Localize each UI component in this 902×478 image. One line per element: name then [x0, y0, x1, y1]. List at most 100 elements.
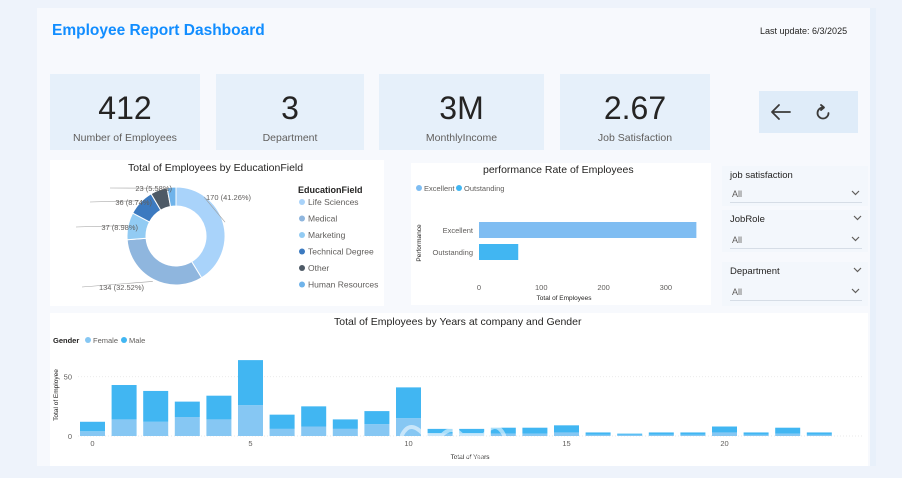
- bar-segment: [80, 431, 105, 436]
- data-label: 23 (5.58%): [135, 184, 172, 193]
- navigation-panel: [759, 91, 858, 133]
- legend-label: Medical: [308, 214, 337, 224]
- legend-marker: [416, 185, 422, 191]
- x-tick-label: 0: [90, 439, 94, 448]
- chart-title: Total of Employees by Years at company a…: [334, 316, 582, 328]
- leader-line: [75, 225, 127, 228]
- x-tick-label: 200: [597, 283, 610, 292]
- bar-segment: [111, 385, 137, 420]
- x-tick-label: 0: [477, 283, 481, 292]
- slicer-job-role[interactable]: JobRole All: [722, 210, 868, 252]
- bar-segment: [775, 433, 801, 436]
- legend-marker: [299, 199, 305, 205]
- bar-segment: [332, 419, 358, 429]
- bar-segment: [396, 387, 421, 419]
- bar-segment: [143, 421, 169, 436]
- bar-segment: [648, 434, 674, 436]
- slicer-department[interactable]: Department All: [722, 262, 868, 306]
- chevron-down-icon[interactable]: [853, 215, 862, 221]
- kpi-label: Department: [262, 132, 318, 144]
- legend-label: Technical Degree: [308, 247, 374, 257]
- bar-segment: [332, 428, 358, 436]
- bar-segment: [238, 405, 263, 436]
- chart-title: performance Rate of Employees: [483, 164, 634, 176]
- bar-segment: [174, 417, 200, 436]
- bar: [479, 244, 519, 260]
- bar-segment: [680, 434, 706, 436]
- legend-marker: [85, 337, 91, 343]
- leader-line: [203, 196, 226, 223]
- arrow-left-icon[interactable]: [769, 100, 793, 124]
- kpi-label: MonthlyIncome: [425, 132, 498, 144]
- kpi-value: 412: [98, 90, 152, 126]
- bar-segment: [80, 421, 105, 432]
- slicer-value[interactable]: All: [732, 287, 743, 297]
- bar-segment: [174, 401, 200, 418]
- x-tick-label: 300: [660, 283, 673, 292]
- data-label: 170 (41.26%): [206, 193, 252, 202]
- y-axis-title: Performance: [416, 224, 423, 262]
- slicer-job-satisfaction[interactable]: job satisfaction All: [722, 166, 868, 206]
- data-label: 36 (8.74%): [115, 198, 152, 207]
- years-column-chart: Gender Female Male 0 50 0 5 10 15 20 Total of Year…: [53, 336, 864, 461]
- last-update-label: Last update: 6/3/2025: [760, 26, 848, 36]
- slicer-title: Department: [730, 266, 780, 277]
- x-tick-label: 100: [535, 283, 548, 292]
- bar-segment: [238, 360, 263, 406]
- reset-icon[interactable]: [812, 102, 834, 124]
- leader-line: [81, 281, 153, 288]
- legend-label: Human Resources: [308, 280, 378, 290]
- bar-segment: [743, 432, 769, 435]
- legend-marker: [299, 248, 305, 255]
- legend-title: Gender: [53, 336, 79, 345]
- slicer-value[interactable]: All: [732, 235, 743, 245]
- bar-segment: [364, 424, 390, 436]
- bar-segment: [522, 433, 548, 436]
- legend-label: Female: [93, 336, 118, 345]
- category-label: Outstanding: [433, 248, 473, 257]
- slicer-title: job satisfaction: [730, 170, 793, 181]
- bar-segment: [680, 432, 706, 435]
- legend-label: Life Sciences: [308, 197, 359, 207]
- x-tick-label: 10: [404, 439, 412, 448]
- chevron-down-icon[interactable]: [851, 236, 860, 242]
- x-axis-title: Total of Years: [450, 454, 490, 461]
- slicer-value[interactable]: All: [732, 189, 743, 199]
- chevron-down-icon[interactable]: [851, 190, 860, 196]
- legend-label: Other: [308, 263, 329, 273]
- performance-bar-chart: Excellent Outstanding Excellent Outstanding…: [416, 184, 697, 302]
- legend-marker: [299, 281, 305, 288]
- kpi-value: 2.67: [603, 90, 667, 126]
- legend-label: Marketing: [308, 230, 346, 240]
- bar-segment: [301, 406, 327, 427]
- kpi-label: Job Satisfaction: [597, 132, 673, 144]
- bar-segment: [743, 434, 769, 436]
- chevron-down-icon[interactable]: [851, 288, 860, 294]
- legend-marker: [456, 185, 462, 191]
- y-axis-title: Total of Employee: [53, 369, 60, 421]
- performance-panel: performance Rate of Employees Excellent O…: [411, 163, 711, 305]
- chart-title: Total of Employees by EducationField: [128, 162, 304, 174]
- slicer-title: JobRole: [730, 214, 765, 225]
- x-axis-title: Total of Employees: [537, 295, 593, 302]
- bar-segment: [554, 425, 579, 433]
- legend-marker: [299, 232, 305, 238]
- bar-segment: [554, 432, 579, 436]
- bar-segment: [806, 432, 832, 435]
- bar-segment: [806, 434, 832, 436]
- bar-segment: [712, 426, 737, 433]
- legend-title: EducationField: [298, 185, 363, 195]
- slicer-underline: [730, 202, 862, 203]
- bar-segment: [585, 432, 611, 435]
- kpi-card-employees: 412 Number of Employees: [50, 74, 200, 150]
- chevron-down-icon[interactable]: [853, 267, 862, 273]
- bar-segment: [269, 414, 295, 429]
- legend-marker: [299, 215, 305, 222]
- legend-marker: [121, 337, 127, 343]
- kpi-card-department: 3 Department: [216, 74, 364, 150]
- education-donut-chart: 170 (41.26%) 134 (32.52%) 37 (8.98%) 36 (8.…: [75, 184, 378, 292]
- kpi-card-job-satisfaction: 2.67 Job Satisfaction: [560, 74, 710, 150]
- bar-segment: [427, 428, 453, 434]
- bar-segment: [269, 428, 295, 436]
- x-tick-label: 5: [248, 439, 252, 448]
